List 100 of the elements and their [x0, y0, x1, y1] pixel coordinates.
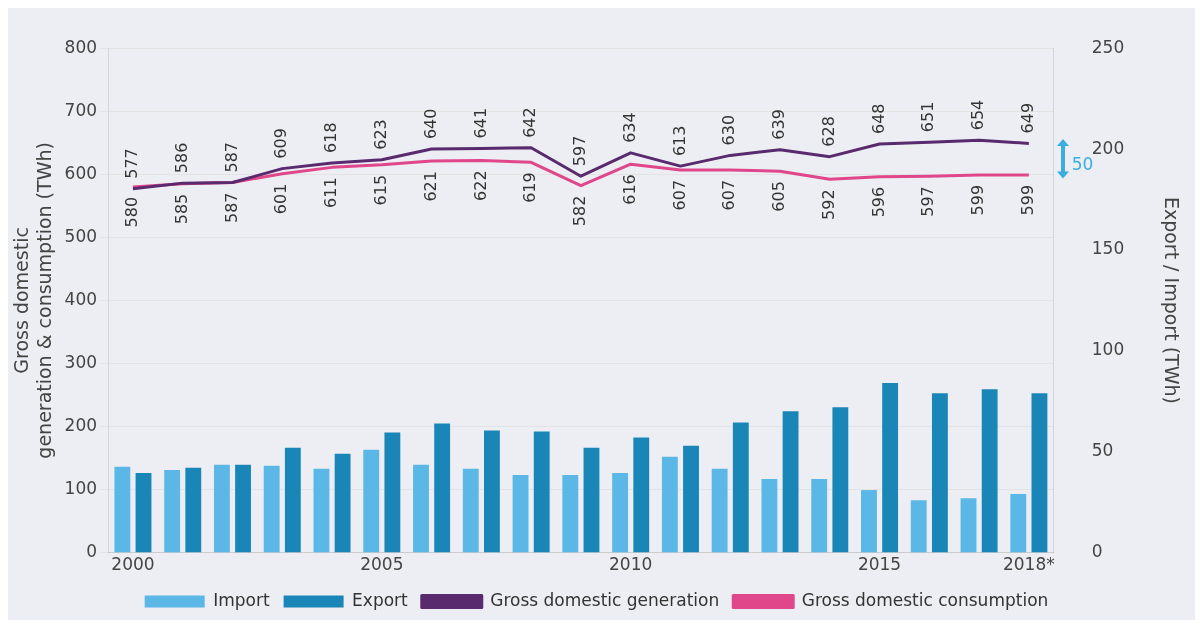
x-tick-label: 2000	[111, 554, 155, 575]
bar	[135, 472, 152, 553]
data-label: 596	[868, 186, 888, 218]
legend-label: Gross domestic generation	[490, 589, 720, 610]
data-label: 651	[918, 101, 938, 133]
data-label: 597	[570, 135, 590, 167]
bar	[313, 468, 330, 553]
bar	[711, 468, 728, 553]
y2-tick-label: 150	[1091, 238, 1125, 259]
bar	[384, 432, 401, 553]
y-tick-label: 700	[64, 99, 98, 120]
bar	[114, 466, 131, 553]
data-label: 613	[669, 125, 689, 157]
bar	[263, 465, 280, 553]
legend-label: Export	[352, 589, 409, 610]
y2-tick-label: 100	[1091, 339, 1125, 360]
data-label: 577	[122, 148, 142, 179]
data-label: 585	[171, 193, 191, 225]
bar	[334, 453, 351, 553]
y-tick-label: 100	[64, 477, 98, 498]
data-label: 628	[818, 116, 838, 147]
bar	[363, 449, 380, 553]
bar	[213, 464, 230, 553]
data-label: 609	[271, 128, 291, 159]
y-tick-label: 400	[64, 288, 98, 309]
data-label: 648	[868, 103, 888, 135]
data-label: 599	[968, 184, 988, 216]
bar	[861, 490, 877, 553]
bar	[512, 474, 529, 553]
bar	[533, 431, 550, 553]
data-label: 605	[769, 181, 789, 212]
y-tick-label: 500	[64, 225, 98, 246]
data-label: 611	[321, 177, 341, 208]
data-label: 582	[570, 195, 590, 227]
data-label: 587	[221, 192, 241, 224]
data-label: 630	[719, 114, 739, 146]
bar	[434, 423, 451, 553]
data-label: 623	[370, 119, 390, 150]
x-tick-label: 2010	[609, 554, 653, 575]
bar	[284, 447, 301, 553]
x-tick-label: 2005	[360, 554, 404, 575]
data-label: 615	[370, 174, 390, 206]
data-label: 580	[122, 196, 142, 228]
y-tick-label: 200	[64, 414, 98, 435]
y-tick-label: 0	[86, 541, 98, 562]
bar	[981, 389, 998, 553]
y-tick-label: 300	[64, 351, 98, 372]
bar	[462, 468, 479, 553]
bar	[960, 498, 977, 553]
data-label: 622	[470, 170, 490, 201]
y2-tick-label: 0	[1091, 541, 1103, 562]
bar	[661, 456, 678, 553]
data-label: 654	[968, 99, 988, 131]
bar	[931, 393, 948, 553]
y2-tick-label: 50	[1091, 440, 1114, 461]
text: 50	[1071, 153, 1094, 174]
bar	[633, 437, 650, 553]
bar	[235, 464, 251, 553]
data-label: 621	[420, 171, 440, 202]
data-label: 592	[818, 189, 838, 220]
data-label: 607	[719, 179, 739, 211]
data-label: 616	[619, 174, 639, 205]
legend-label: Gross domestic consumption	[801, 589, 1049, 610]
data-label: 641	[470, 107, 490, 139]
data-label: 587	[221, 141, 241, 173]
bar	[761, 478, 778, 553]
bar	[832, 407, 849, 553]
bar	[484, 430, 500, 553]
data-label: 597	[918, 186, 938, 217]
data-label: 607	[669, 179, 689, 211]
data-label: 599	[1018, 184, 1038, 216]
bar	[683, 445, 699, 553]
bar	[612, 472, 629, 553]
y-axis-title: Gross domestic generation & consumption (TWh)	[10, 142, 56, 459]
bar	[583, 447, 600, 553]
bar	[185, 467, 202, 553]
y2-tick-label: 200	[1091, 137, 1125, 158]
data-label: 601	[271, 183, 291, 215]
y2-axis-title: Export / Import (TWh)	[1160, 196, 1183, 404]
bar	[782, 411, 799, 553]
data-label: 640	[420, 108, 440, 140]
bar	[1031, 393, 1048, 553]
data-label: 618	[321, 122, 341, 153]
data-label: 619	[520, 172, 540, 203]
bar	[562, 474, 579, 553]
data-label: 649	[1018, 102, 1038, 134]
bar	[910, 500, 927, 553]
y-tick-label: 600	[64, 162, 98, 183]
y-tick-label: 800	[64, 36, 98, 57]
x-tick-label: 2015	[857, 554, 902, 575]
x-tick-label: 2018*	[1002, 554, 1055, 575]
bar	[882, 383, 899, 553]
bar	[1010, 494, 1027, 553]
data-label: 634	[619, 112, 639, 143]
bar	[811, 478, 828, 553]
y2-tick-label: 250	[1091, 36, 1125, 57]
bar	[732, 422, 749, 553]
data-label: 586	[171, 142, 191, 174]
bar	[413, 464, 429, 553]
data-label: 642	[520, 107, 540, 138]
